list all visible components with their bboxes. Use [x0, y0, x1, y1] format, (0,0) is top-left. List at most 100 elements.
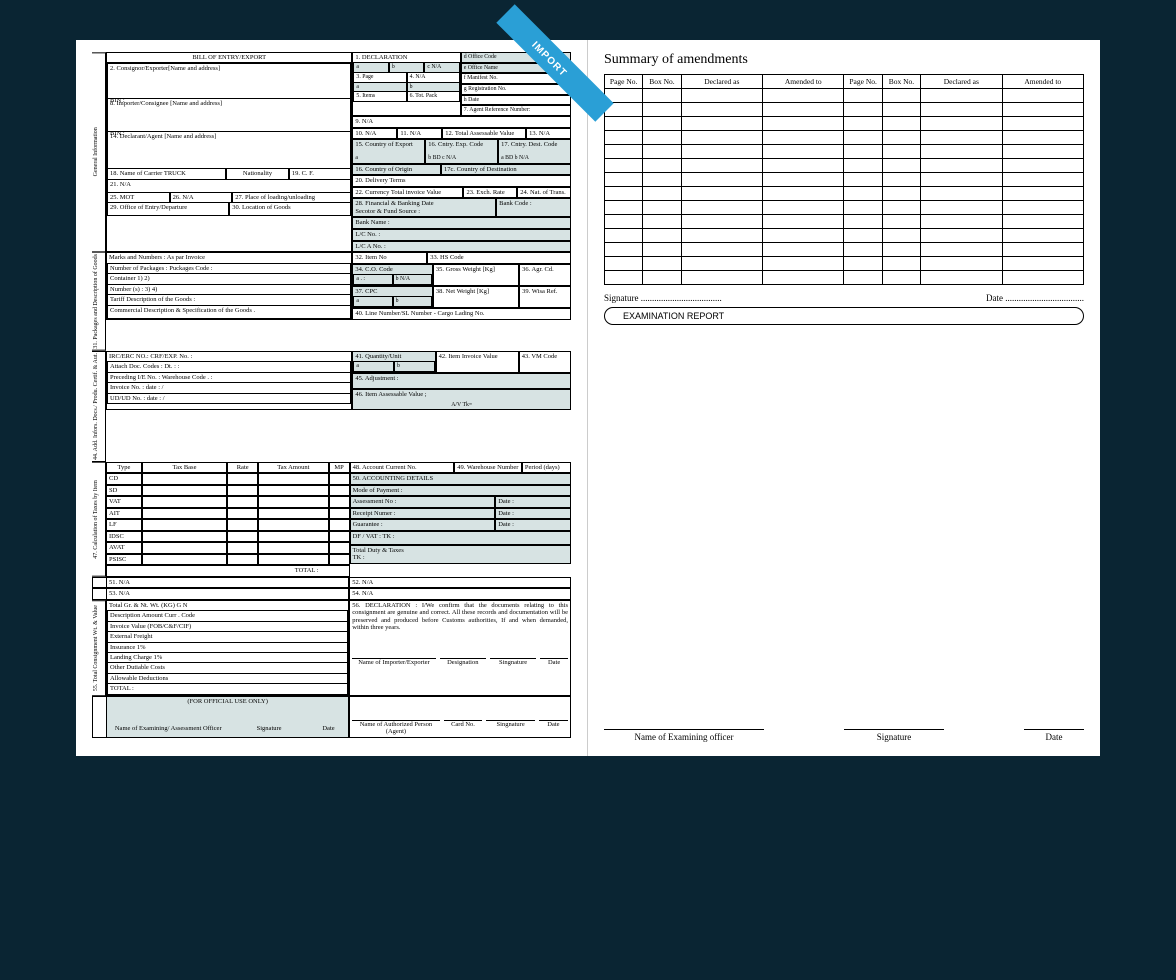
taxtotal: TOTAL :	[106, 565, 350, 576]
cardno: Card No.	[444, 720, 483, 736]
f30: 30. Location of Goods	[229, 202, 351, 216]
amend-row	[605, 131, 1084, 145]
d2: Date :	[495, 508, 571, 519]
totalduty: Total Duty & Taxes TK :	[350, 545, 571, 564]
f45: 45. Adjustment :	[352, 373, 571, 389]
f28: 28. Financial & Banking Date Secotor & F…	[352, 198, 496, 217]
th-mp: MP	[329, 462, 350, 473]
f33: 33. HS Code	[427, 252, 571, 263]
receipt: Receipt Numer :	[350, 508, 496, 519]
amend-row	[605, 215, 1084, 229]
f39: 39. Wisa Ref.	[519, 286, 571, 308]
f17c: 17c. Country of Destination	[441, 164, 571, 175]
summary-title: Summary of amendments	[604, 52, 1084, 68]
f50: 50. ACCOUNTING DETAILS	[350, 473, 571, 484]
f16c: 16. Country of Origin	[352, 164, 441, 175]
amend-row	[605, 201, 1084, 215]
side-consign: 55. Total Consignment Wt. & Value	[92, 600, 106, 696]
f41b: b	[394, 361, 435, 372]
f21: 21. N/A	[107, 179, 351, 193]
f42: 42. Item Invoice Value	[436, 351, 519, 373]
greg: g Registration No.	[461, 84, 571, 95]
th: Declared as	[921, 75, 1002, 89]
bankcode: Bank Code :	[496, 198, 571, 217]
f41a: a	[353, 361, 394, 372]
th: Amended to	[1002, 75, 1083, 89]
th: Amended to	[763, 75, 844, 89]
lca: L/C A No. :	[352, 241, 571, 252]
f37a: a	[353, 296, 392, 307]
av: A/V Tk=	[355, 402, 568, 409]
sigimp: Name of Importer/Exporter	[352, 658, 435, 666]
guarantee: Guarantee :	[350, 519, 496, 530]
uidud: UD/UD No. : date : /	[107, 393, 351, 404]
f49: 49. Warehouse Number	[454, 462, 522, 473]
f32: 32. Item No	[352, 252, 427, 263]
th: Page No.	[844, 75, 882, 89]
d1: Date :	[495, 496, 571, 507]
d3: Date :	[495, 519, 571, 530]
f1: 1. DECLARATION	[355, 54, 457, 61]
bottom-signatures: Name of Examining officer Signature Date	[604, 729, 1084, 742]
bankname: Bank Name :	[352, 217, 571, 229]
f54: 54. N/A	[349, 588, 571, 599]
side-addinfo: 44. Add. Infors. Docs./ Produ. Certif. &…	[92, 351, 106, 462]
amend-row	[605, 229, 1084, 243]
f24: 24. Nat. of Trans.	[517, 187, 571, 198]
f43: 43. VM Code	[519, 351, 571, 373]
date-sig: Date	[1024, 729, 1084, 742]
tax-row: AIT	[106, 508, 142, 519]
amend-row	[605, 145, 1084, 159]
sigdate: Date	[540, 658, 568, 666]
f36: 36. Agr. Cd.	[519, 264, 571, 286]
tax-row: VAT	[106, 496, 142, 507]
bin2: BIN :	[110, 130, 348, 137]
f37: 37. CPC	[355, 288, 430, 295]
irc: IRC/ERC NO.: CRF/EXP. No. :	[109, 353, 349, 360]
side-general: General Information	[92, 52, 106, 252]
officer-sig: Name of Examining officer	[604, 729, 764, 742]
f7: 7. Agent Reference Number:	[461, 105, 571, 116]
f35: 35. Gross Weight [Kg]	[433, 264, 519, 286]
dfvat: DF / VAT : TK :	[350, 531, 571, 545]
th: Page No.	[605, 75, 643, 89]
sigdate2: Date	[539, 720, 568, 736]
th-base: Tax Base	[142, 462, 227, 473]
f13: 13. N/A	[526, 128, 571, 139]
f38: 38. Net Weight [Kg]	[433, 286, 519, 308]
official: (FOR OFFICIAL USE ONLY)	[109, 698, 346, 705]
f37b: b	[393, 296, 432, 307]
tax-row: SD	[106, 485, 142, 496]
sig-line: Signature ..............................…	[604, 293, 722, 303]
th-amount: Tax Amount	[258, 462, 329, 473]
bin1: BIN :	[110, 97, 348, 104]
examofficer: Name of Examining/ Assessment Officer	[109, 725, 227, 732]
page-left: IMPORT General Information BILL OF ENTRY…	[76, 40, 588, 756]
f34a: a . :	[353, 274, 392, 285]
examination-report-button[interactable]: EXAMINATION REPORT	[604, 307, 1084, 325]
f15: 15. Country of Export	[355, 141, 422, 148]
totallbl: TOTAL :	[107, 683, 348, 694]
f34b: b N/A	[393, 274, 432, 285]
amend-row	[605, 257, 1084, 271]
title: BILL OF ENTRY/EXPORT	[109, 54, 349, 61]
commercial: Commercial Description & Specification o…	[107, 305, 351, 319]
f48: 48. Account Current No.	[350, 462, 455, 473]
amendments-table: Page No. Box No. Declared as Amended to …	[604, 74, 1084, 285]
amend-row	[605, 173, 1084, 187]
amend-row	[605, 117, 1084, 131]
sheet: IMPORT General Information BILL OF ENTRY…	[76, 40, 1100, 756]
side-taxes: 47. Calculation of Taxes by Item	[92, 462, 106, 577]
f12: 12. Total Assessable Value	[442, 128, 526, 139]
modepay: Mode of Payment :	[350, 485, 571, 496]
period: Period (days)	[522, 462, 571, 473]
sigdesig: Designation	[440, 658, 486, 666]
f29: 29. Office of Entry/Departure	[107, 202, 229, 216]
marks: Marks and Numbers : As par Invoice	[109, 254, 349, 261]
signature1: Signature	[239, 725, 298, 732]
amend-row	[605, 243, 1084, 257]
f41: 41. Quantity/Unit	[355, 353, 432, 360]
f16: 16. Cntry. Exp. Code	[428, 141, 495, 148]
f56: 56. DECLARATION : I/We confirm that the …	[352, 602, 568, 632]
lcno: L/C No. :	[352, 229, 571, 240]
